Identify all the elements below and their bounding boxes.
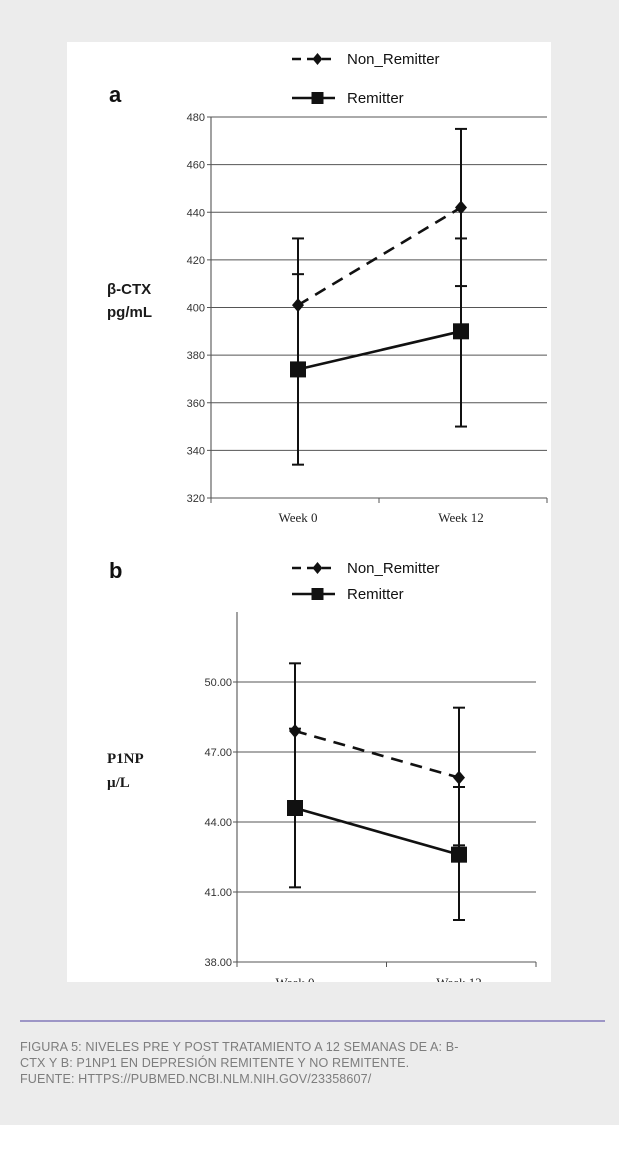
y-tick-label: 320 [187, 493, 205, 505]
data-point-square [453, 323, 469, 340]
y-tick-label: 50.00 [204, 677, 232, 689]
y-axis-label-line: P1NP [107, 751, 144, 767]
chart-panel-b: b P1NP µ/L 38.00 41.00 44.00 47.00 50.00 Week 0 W… [107, 558, 537, 982]
figure-caption: FIGURA 5: NIVELES PRE Y POST TRATAMIENTO… [20, 1039, 600, 1087]
caption-line-3: FUENTE: HTTPS://PUBMED.NCBI.NLM.NIH.GOV/… [20, 1072, 372, 1086]
legend-label: Non_Remitter [347, 560, 440, 577]
series-line-non-remitter [297, 206, 462, 307]
y-tick-label: 440 [187, 207, 205, 219]
data-point-square [287, 800, 303, 816]
figure-panel: a β-CTX pg/mL 320 340 360 380 400 420 440 460 480 We… [67, 42, 551, 982]
legend-label: Remitter [347, 90, 404, 107]
legend-marker-square [311, 92, 324, 104]
x-category-label: Week 12 [436, 975, 482, 982]
chart-figure: a β-CTX pg/mL 320 340 360 380 400 420 440 460 480 We… [107, 51, 548, 982]
data-point-diamond [453, 770, 465, 785]
y-axis-label-line: pg/mL [107, 304, 152, 321]
y-tick-label: 340 [187, 445, 205, 457]
y-tick-label: 380 [187, 350, 205, 362]
y-axis-label-line: β-CTX [107, 281, 151, 298]
y-tick-label: 41.00 [204, 887, 232, 899]
y-tick-label: 480 [187, 112, 205, 124]
y-tick-label: 400 [187, 303, 205, 315]
legend-marker-square [311, 588, 324, 600]
y-axis-label-line: µ/L [107, 775, 130, 791]
chart-panel-a: a β-CTX pg/mL 320 340 360 380 400 420 440 460 480 We… [107, 51, 548, 525]
x-category-label: Week 12 [438, 510, 484, 525]
series-line-remitter [297, 330, 462, 371]
y-tick-label: 47.00 [204, 747, 232, 759]
y-tick-label: 44.00 [204, 817, 232, 829]
panel-letter-b: b [109, 558, 122, 583]
panel-letter-a: a [109, 82, 122, 107]
caption-divider [20, 1020, 605, 1022]
x-category-label: Week 0 [275, 975, 314, 982]
y-tick-label: 460 [187, 160, 205, 172]
legend-marker-diamond [312, 53, 323, 65]
legend-marker-diamond [312, 562, 323, 574]
caption-line-2: CTX Y B: P1NP1 EN DEPRESIÓN REMITENTE Y … [20, 1056, 410, 1070]
legend-label: Remitter [347, 586, 404, 603]
data-point-square [290, 361, 306, 378]
data-point-diamond [455, 200, 467, 215]
data-point-square [451, 846, 467, 863]
y-tick-label: 420 [187, 255, 205, 267]
y-tick-label: 360 [187, 398, 205, 410]
caption-line-1: FIGURA 5: NIVELES PRE Y POST TRATAMIENTO… [20, 1040, 459, 1054]
x-category-label: Week 0 [278, 510, 317, 525]
figure-card: a β-CTX pg/mL 320 340 360 380 400 420 440 460 480 We… [0, 0, 619, 1125]
legend-label: Non_Remitter [347, 51, 440, 68]
series-line-remitter [294, 806, 460, 856]
series-line-non-remitter [294, 729, 460, 779]
y-tick-label: 38.00 [204, 957, 232, 969]
